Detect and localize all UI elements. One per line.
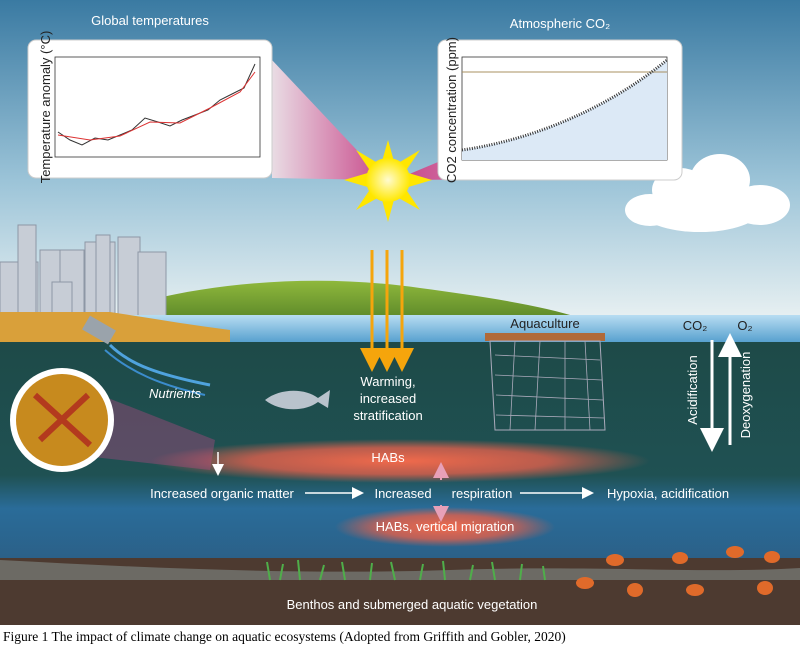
caption-bg xyxy=(0,625,800,650)
pebbles xyxy=(0,560,800,580)
crabs xyxy=(576,546,780,597)
seagrass xyxy=(266,559,546,581)
label: stratification xyxy=(353,408,422,423)
micro-inset xyxy=(10,368,215,472)
aquaculture-cage xyxy=(485,333,606,431)
co2-inset: CO2 concentration (ppm) Atmospheric CO₂ xyxy=(437,16,683,183)
label: Increased xyxy=(374,486,431,501)
shore xyxy=(0,312,230,345)
label: respiration xyxy=(452,486,513,501)
fish xyxy=(265,390,330,410)
label: Hypoxia, acidification xyxy=(607,486,729,501)
label: Acidification xyxy=(685,355,700,424)
label: Aquaculture xyxy=(510,316,579,331)
label: Benthos and submerged aquatic vegetation xyxy=(287,597,538,612)
beam xyxy=(272,60,385,180)
label: increased xyxy=(360,391,416,406)
hab-bloom xyxy=(335,507,555,547)
hill xyxy=(150,280,580,318)
pipe xyxy=(82,315,211,396)
warming-arrows xyxy=(360,250,414,372)
label: O₂ xyxy=(737,318,752,333)
label: CO₂ xyxy=(683,318,708,333)
hab-bloom xyxy=(150,439,650,483)
sun xyxy=(344,140,432,222)
label: Nutrients xyxy=(149,386,202,401)
axis-label: CO2 concentration (ppm) xyxy=(444,37,459,183)
label: HABs, vertical migration xyxy=(376,519,515,534)
label: Warming, xyxy=(360,374,415,389)
inset-title: Atmospheric CO₂ xyxy=(510,16,610,31)
city xyxy=(0,224,167,319)
axis-label: Temperature anomaly (°C) xyxy=(38,31,53,184)
caption: Figure 1 The impact of climate change on… xyxy=(3,629,566,644)
label: Increased organic matter xyxy=(150,486,294,501)
inset-title: Global temperatures xyxy=(91,13,209,28)
temperature-inset: Temperature anomaly (°C) Global temperat… xyxy=(27,13,273,184)
label: HABs xyxy=(371,450,405,465)
label: Deoxygenation xyxy=(738,352,753,439)
